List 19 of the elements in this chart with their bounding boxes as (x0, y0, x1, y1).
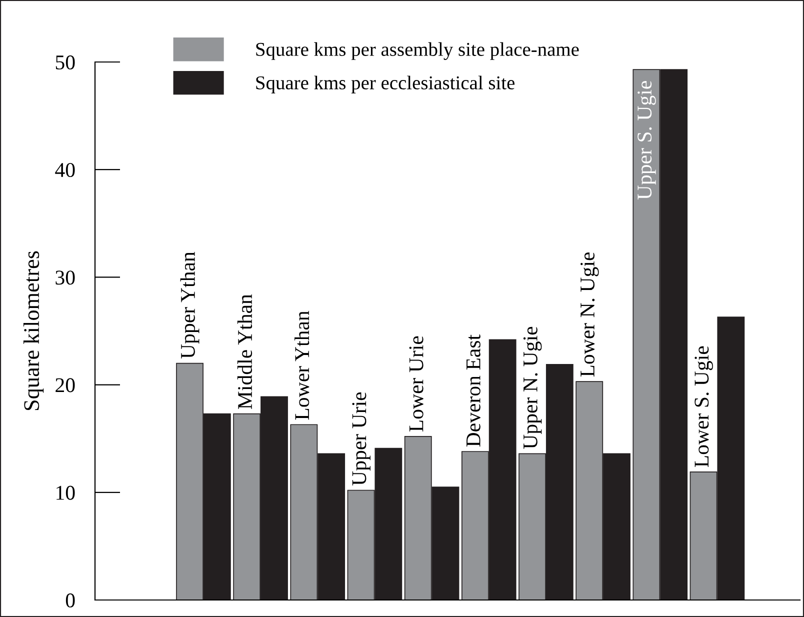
y-tick-label: 30 (56, 270, 75, 285)
y-tick-label: 40 (55, 162, 75, 178)
x-tick-label: Upper S. Ugie (638, 81, 656, 200)
legend-label: Square kms per ecclesiastical site (256, 76, 515, 94)
x-tick-label: Lower Urie (409, 336, 424, 432)
y-tick-label: 10 (56, 486, 75, 500)
x-tick-label: Lower S. Ugie (694, 346, 713, 468)
x-tick-label: Deveron East (466, 334, 480, 447)
x-tick-label: Lower N. Ugie (580, 252, 599, 377)
legend-label: Square kms per assembly site place-name (256, 42, 579, 60)
x-tick-label: Lower Ythan (294, 310, 310, 420)
x-tick-label: Middle Ythan (237, 294, 252, 409)
y-tick-label: 0 (66, 593, 75, 608)
x-tick-label: Upper Urie (352, 392, 370, 486)
x-tick-label: Upper Ythan (180, 252, 200, 359)
y-tick-label: 20 (56, 378, 75, 392)
y-tick-label: 50 (56, 55, 75, 70)
y-axis-title: Square kilometres (23, 251, 44, 410)
x-tick-label: Upper N. Ugie (523, 326, 542, 449)
